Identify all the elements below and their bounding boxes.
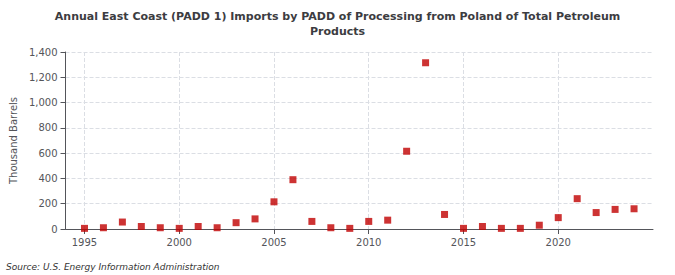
svg-text:1995: 1995: [72, 237, 97, 248]
svg-text:2005: 2005: [261, 237, 286, 248]
svg-text:400: 400: [38, 173, 57, 184]
svg-text:200: 200: [38, 198, 57, 209]
svg-text:Thousand Barrels: Thousand Barrels: [8, 97, 19, 185]
svg-text:Annual East Coast (PADD 1) Imp: Annual East Coast (PADD 1) Imports by PA…: [55, 10, 620, 23]
svg-text:2015: 2015: [451, 237, 476, 248]
svg-text:800: 800: [38, 122, 57, 133]
svg-text:2000: 2000: [167, 237, 192, 248]
svg-text:1,000: 1,000: [29, 97, 58, 108]
svg-text:1,400: 1,400: [29, 47, 58, 58]
svg-text:1,200: 1,200: [29, 72, 58, 83]
svg-text:2010: 2010: [356, 237, 381, 248]
svg-text:2020: 2020: [546, 237, 571, 248]
svg-text:Source: U.S. Energy Informatio: Source: U.S. Energy Information Administ…: [6, 262, 220, 272]
svg-text:Products: Products: [310, 25, 366, 38]
svg-text:600: 600: [38, 148, 57, 159]
svg-text:0: 0: [51, 224, 57, 235]
